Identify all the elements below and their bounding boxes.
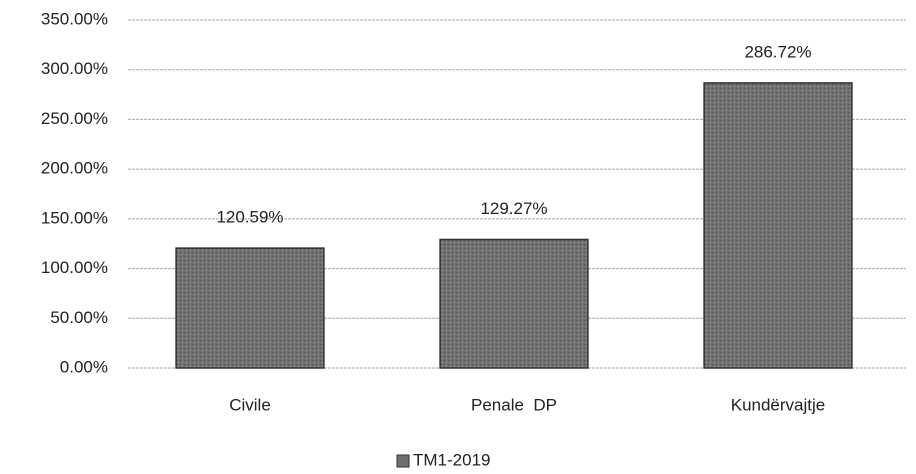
x-tick-label: Kundërvajtje bbox=[731, 395, 826, 414]
legend-label: TM1-2019 bbox=[413, 450, 490, 469]
value-label: 286.72% bbox=[744, 42, 811, 61]
bar-texture bbox=[176, 248, 324, 368]
y-tick-label: 300.00% bbox=[41, 59, 108, 78]
value-label: 120.59% bbox=[216, 208, 283, 227]
y-tick-label: 0.00% bbox=[60, 357, 108, 376]
y-tick-label: 100.00% bbox=[41, 258, 108, 277]
x-tick-label: Civile bbox=[229, 395, 271, 414]
y-tick-label: 50.00% bbox=[50, 308, 108, 327]
bar-texture bbox=[704, 82, 852, 369]
x-tick-label: Penale DP bbox=[471, 395, 557, 414]
y-tick-label: 350.00% bbox=[41, 9, 108, 28]
bar-texture bbox=[440, 239, 588, 368]
y-tick-label: 250.00% bbox=[41, 109, 108, 128]
y-tick-label: 150.00% bbox=[41, 208, 108, 227]
value-label: 129.27% bbox=[480, 199, 547, 218]
legend-swatch bbox=[396, 454, 410, 468]
y-tick-label: 200.00% bbox=[41, 159, 108, 178]
